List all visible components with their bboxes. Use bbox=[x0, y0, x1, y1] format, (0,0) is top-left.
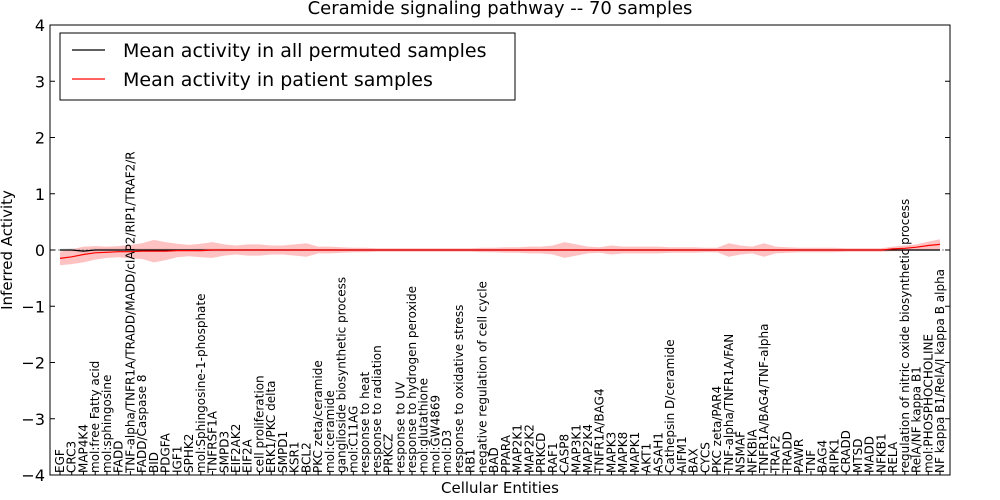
x-tick-label: MAP2K2 bbox=[522, 424, 536, 473]
x-tick-label: TNF bbox=[804, 450, 818, 474]
x-tick-label: CRADD bbox=[839, 430, 853, 473]
x-tick-label: EIF2AK2 bbox=[229, 424, 243, 473]
x-tick-label: TNF-alpha/TNFR1A/TRADD/MADD/cIAP2/RIP1/T… bbox=[123, 151, 137, 474]
x-tick-label: mol:glutathione bbox=[417, 378, 431, 473]
x-tick-label: CRC3 bbox=[65, 441, 79, 473]
x-tick-label: FADD bbox=[112, 441, 126, 474]
x-tick-label: PAWR bbox=[792, 439, 806, 473]
x-tick-label: BAG4 bbox=[816, 440, 830, 473]
x-tick-label: mol:GW4869 bbox=[429, 395, 443, 473]
y-tick-label: −2 bbox=[21, 354, 45, 373]
x-tick-label: RB1 bbox=[464, 449, 478, 473]
x-tick-label: PKC zeta/ceramide bbox=[311, 360, 325, 473]
x-tick-label: TNFR1A/BAG4/TNF-alpha bbox=[757, 324, 771, 474]
x-tick-label: SMPD1 bbox=[276, 431, 290, 473]
x-tick-label: RAF1 bbox=[546, 442, 560, 473]
y-tick-label: 4 bbox=[35, 16, 45, 35]
x-tick-label: PPARA bbox=[499, 434, 513, 473]
legend-label-permuted: Mean activity in all permuted samples bbox=[123, 40, 486, 62]
chart-title: Ceramide signaling pathway -- 70 samples bbox=[308, 0, 693, 19]
x-tick-label: SPHK2 bbox=[182, 434, 196, 473]
x-tick-label: PDGFA bbox=[159, 432, 173, 473]
x-tick-label: MAP4K4 bbox=[77, 424, 91, 473]
x-tick-label: BCL2 bbox=[299, 442, 313, 473]
x-tick-label: BAX bbox=[687, 448, 701, 473]
x-tick-label: TRAF2 bbox=[769, 435, 783, 474]
y-tick-label: 0 bbox=[35, 241, 45, 260]
x-tick-label: PRKCD bbox=[534, 433, 548, 473]
legend-label-patient: Mean activity in patient samples bbox=[123, 69, 433, 91]
x-tick-label: TNF-alpha/TNFR1A/FAN bbox=[722, 334, 736, 474]
x-tick-label: NSMAF bbox=[734, 431, 748, 473]
x-tick-label: cell proliferation bbox=[253, 375, 267, 473]
x-tick-label: response to radiation bbox=[370, 345, 384, 473]
band-patient bbox=[60, 239, 940, 266]
y-tick-label: −1 bbox=[21, 297, 45, 316]
x-tick-label: ERK1/PKC delta bbox=[264, 380, 278, 473]
x-tick-label: mol:ceramide bbox=[323, 390, 337, 473]
x-tick-label: TRADD bbox=[781, 431, 795, 474]
x-tick-label: MAPK1 bbox=[628, 432, 642, 473]
x-tick-label: BAD bbox=[487, 447, 501, 473]
x-tick-label: MAPK8 bbox=[616, 432, 630, 473]
x-tick-label: MAPK3 bbox=[605, 432, 619, 473]
x-tick-label: regulation of nitric oxide biosynthetic … bbox=[898, 199, 912, 473]
y-tick-label: 2 bbox=[35, 129, 45, 148]
x-tick-label: RelA/NF kappa B1 bbox=[910, 366, 924, 473]
y-tick-label: −4 bbox=[21, 466, 45, 485]
x-tick-label: PKC zeta/PAR4 bbox=[710, 386, 724, 473]
x-tick-label: mol:PHOSPHOCHOLINE bbox=[921, 334, 935, 473]
legend: Mean activity in all permuted samples Mea… bbox=[59, 32, 516, 101]
series-line-patient bbox=[59, 243, 941, 259]
x-tick-label: response to UV bbox=[393, 381, 407, 473]
x-tick-label: IGF1 bbox=[170, 446, 184, 473]
x-tick-label: mol:sphingosine bbox=[100, 375, 114, 473]
legend-box bbox=[59, 32, 516, 101]
x-tick-label: TNFR1A/BAG4 bbox=[593, 388, 607, 474]
x-tick-label: TNFRSF1A bbox=[206, 410, 220, 474]
x-tick-label: AIFM1 bbox=[675, 436, 689, 473]
x-tick-label: response to oxidative stress bbox=[452, 305, 466, 473]
x-axis-label: Cellular Entities bbox=[441, 479, 559, 497]
x-tick-label: mol:D3 bbox=[440, 430, 454, 473]
x-tick-label: Cathepsin D/ceramide bbox=[663, 339, 677, 473]
y-tick-label: 3 bbox=[35, 72, 45, 91]
x-tick-label: FADD/Caspase 8 bbox=[135, 374, 149, 473]
x-tick-label: SMPD3 bbox=[217, 431, 231, 473]
x-tick-label: AKT1 bbox=[640, 443, 654, 473]
x-tick-label: KSR1 bbox=[288, 442, 302, 473]
x-tick-label: MAP3K1 bbox=[569, 424, 583, 473]
x-tick-label: MAP2K1 bbox=[511, 424, 525, 473]
x-tick-label: mol:C11AG bbox=[346, 406, 360, 473]
x-tick-label: MTSD bbox=[851, 438, 865, 473]
x-tick-label: RIPK1 bbox=[827, 438, 841, 473]
y-tick-label: −3 bbox=[21, 410, 45, 429]
x-tick-label: ganglioside biosynthetic process bbox=[335, 277, 349, 473]
x-tick-label: mol:Sphingosine-1-phosphate bbox=[194, 294, 208, 474]
x-tick-label: PRKCZ bbox=[382, 434, 396, 473]
x-tick-label: CASP8 bbox=[558, 434, 572, 473]
x-tick-label: response to heat bbox=[358, 371, 372, 473]
x-tick-label: response to hydrogen peroxide bbox=[405, 286, 419, 473]
x-tick-label: BID bbox=[147, 452, 161, 473]
x-tick-label: CYCS bbox=[698, 442, 712, 473]
x-tick-label: NFKB1 bbox=[874, 433, 888, 473]
y-axis-label: Inferred Activity bbox=[0, 190, 16, 310]
x-tick-label: EGF bbox=[53, 449, 67, 473]
x-tick-label: NFKBIA bbox=[745, 428, 759, 473]
x-tick-label: RELA bbox=[886, 441, 900, 473]
x-tick-label: negative regulation of cell cycle bbox=[475, 281, 489, 473]
x-tick-label: NF kappa B1/RelA/I kappa B alpha bbox=[933, 269, 947, 473]
y-tick-label: 1 bbox=[35, 185, 45, 204]
x-tick-label: MADD bbox=[863, 436, 877, 473]
x-tick-label: ASAH1 bbox=[651, 432, 665, 473]
x-tick-label: EIF2A bbox=[241, 438, 255, 473]
x-tick-label: MAP2K4 bbox=[581, 424, 595, 473]
x-tick-label: mol:free Fatty acid bbox=[88, 361, 102, 473]
